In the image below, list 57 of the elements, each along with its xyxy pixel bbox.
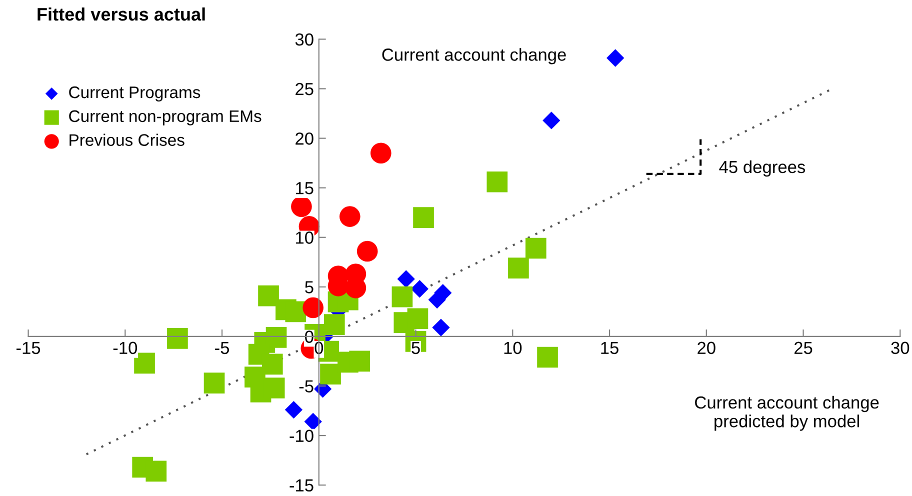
point <box>410 280 428 298</box>
y-tick-label: 25 <box>296 82 314 96</box>
point <box>413 207 434 228</box>
y-tick-label: 5 <box>305 281 314 294</box>
point <box>542 112 560 130</box>
point <box>284 400 303 419</box>
point <box>356 240 378 262</box>
x-tick-label: -5 <box>215 342 230 354</box>
point <box>285 301 306 322</box>
x-tick-label: 20 <box>698 342 716 354</box>
x-tick-label: 0 <box>314 342 324 354</box>
point <box>525 238 546 259</box>
point <box>432 318 450 336</box>
point <box>508 258 529 278</box>
x-tick-label: -10 <box>113 342 138 354</box>
y-tick-label: 30 <box>295 33 314 46</box>
point <box>262 354 283 375</box>
x-tick-label: 25 <box>794 342 812 354</box>
x-axis-title: Current account change predicted by model <box>695 396 879 431</box>
y-tick-label: -10 <box>290 430 314 442</box>
point <box>339 206 360 227</box>
point <box>302 297 324 318</box>
point <box>291 196 312 218</box>
point <box>146 460 167 482</box>
x-tick-label: 30 <box>891 342 910 354</box>
point <box>320 364 341 385</box>
point <box>606 49 624 67</box>
legend-label: Current non-program EMs <box>69 110 262 126</box>
y-tick-label: 10 <box>296 232 314 244</box>
annotation: 45 degrees <box>719 160 806 177</box>
x-tick-label: 10 <box>504 342 522 354</box>
chart-title: Fitted versus actual <box>38 7 205 21</box>
point <box>324 314 345 335</box>
point <box>167 328 188 349</box>
legend-label: Previous Crises <box>70 134 184 146</box>
point <box>407 308 428 330</box>
point <box>264 378 285 398</box>
point <box>134 352 155 374</box>
point <box>304 412 322 431</box>
y-tick-label: 15 <box>296 182 314 194</box>
point <box>486 171 508 192</box>
y-tick-label: 20 <box>296 132 314 145</box>
point <box>266 327 287 348</box>
point <box>397 270 415 288</box>
y-tick-label: -5 <box>299 380 314 392</box>
x-tick-label: 5 <box>412 342 420 354</box>
point <box>392 286 413 308</box>
y-tick-label: -15 <box>290 479 314 492</box>
x-tick-label: -15 <box>16 342 40 354</box>
x-tick-label: 15 <box>601 342 618 354</box>
point <box>349 350 370 372</box>
point <box>537 346 558 368</box>
legend-label: Current Programs <box>69 86 200 102</box>
y-axis-title: Current account change <box>382 48 566 64</box>
point <box>204 372 225 394</box>
point <box>370 142 392 164</box>
point <box>258 285 279 306</box>
